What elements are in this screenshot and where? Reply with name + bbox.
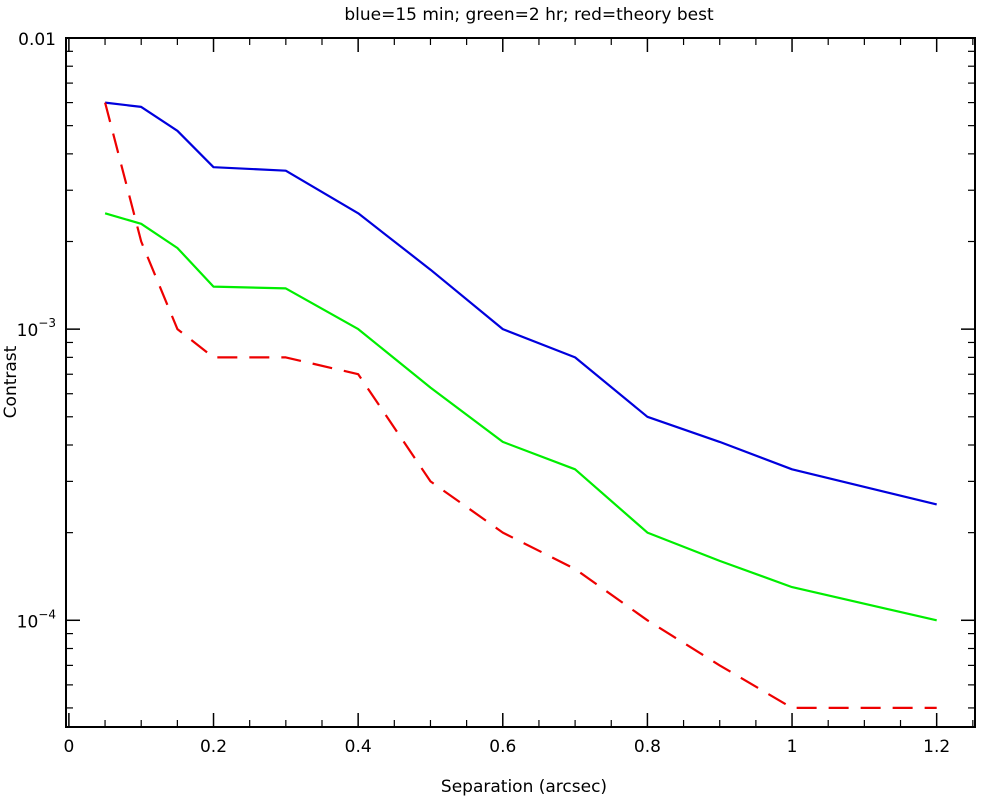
x-tick-label: 0.6 (489, 737, 516, 757)
y-tick-exponent: −4 (38, 607, 56, 621)
x-tick-label: 0 (63, 737, 74, 757)
axis-ticks (66, 37, 975, 727)
y-tick-label: 10−3 (17, 316, 56, 341)
y-tick-base: 0.01 (18, 30, 56, 50)
x-tick-label: 1 (787, 737, 798, 757)
series-line-0 (104, 101, 937, 506)
x-tick-label: 0.2 (200, 737, 227, 757)
y-tick-base: 10 (17, 321, 39, 341)
y-tick-base: 10 (17, 612, 39, 632)
x-tick-label: 0.4 (345, 737, 372, 757)
x-tick-label: 1.2 (923, 737, 950, 757)
y-tick-label: 10−4 (17, 607, 56, 632)
x-axis-label: Separation (arcsec) (441, 777, 607, 797)
plot-frame (65, 37, 976, 728)
y-tick-exponent: −3 (38, 316, 56, 330)
y-tick-label: 0.01 (18, 30, 56, 50)
y-axis-label: Contrast (1, 345, 21, 418)
x-tick-label: 0.8 (634, 737, 661, 757)
chart-title: blue=15 min; green=2 hr; red=theory best (344, 5, 714, 25)
series-layer (104, 101, 937, 710)
series-line-2 (104, 102, 937, 710)
series-line-1 (104, 212, 937, 622)
